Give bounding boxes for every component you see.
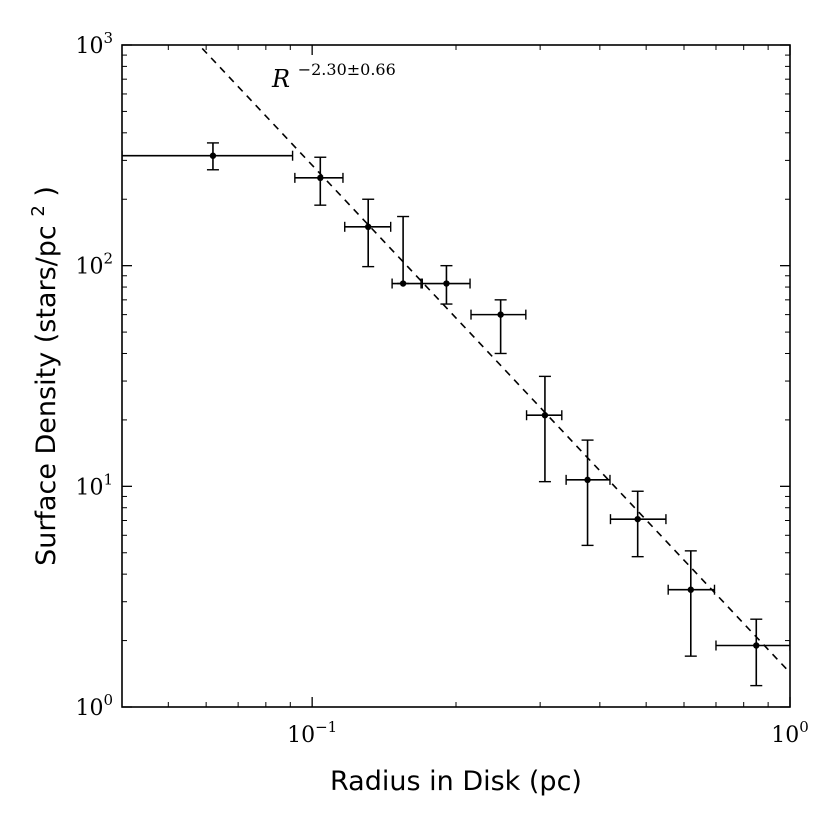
- y-tick-label-base: 10: [75, 696, 103, 721]
- x-tick-label-base: 10: [287, 723, 315, 748]
- y-axis-title-main: Surface Density (stars/pc: [31, 225, 62, 566]
- data-point-marker: [209, 152, 217, 159]
- data-point-marker: [634, 515, 641, 523]
- x-axis-title: Radius in Disk (pc): [330, 766, 582, 797]
- y-axis-title: Surface Density (stars/pc 2 ): [20, 186, 62, 566]
- data-point-group: [470, 299, 527, 355]
- data-point-marker: [584, 476, 591, 484]
- data-point-group: [667, 550, 716, 657]
- fit-annotation: R −2.30±0.66: [271, 60, 396, 93]
- y-tick-label-exp: 0: [103, 691, 113, 709]
- fit-layer: [197, 45, 790, 674]
- data-point-marker: [687, 586, 694, 593]
- data-point-group: [421, 264, 471, 305]
- x-tick-label-base: 10: [771, 723, 799, 748]
- data-point-group: [715, 618, 790, 687]
- y-axis-title-end: ): [31, 186, 62, 197]
- data-point-group: [525, 375, 563, 483]
- y-tick-label: 100: [75, 691, 113, 721]
- x-tick-label-exp: 0: [799, 718, 809, 736]
- y-tick-label-base: 10: [75, 34, 103, 59]
- data-point-marker: [399, 280, 407, 287]
- y-tick-label-exp: 2: [103, 250, 113, 268]
- data-point-marker: [541, 412, 549, 419]
- power-law-fit-line: [197, 45, 790, 674]
- x-tick-label: 10−1: [287, 718, 337, 748]
- y-tick-label-exp: 3: [103, 29, 113, 47]
- data-point-group: [391, 215, 422, 289]
- fit-annotation-exponent: −2.30±0.66: [298, 60, 396, 79]
- major-ticks: [122, 44, 791, 708]
- y-tick-label: 102: [75, 250, 113, 280]
- data-point-marker: [317, 174, 324, 182]
- y-tick-label-exp: 1: [103, 470, 113, 488]
- data-point-group: [344, 198, 392, 268]
- plot-frame: [121, 44, 791, 708]
- y-tick-label-base: 10: [75, 255, 103, 280]
- data-point-group: [122, 142, 294, 171]
- y-axis-title-sup: 2: [28, 205, 49, 216]
- y-tick-label-base: 10: [75, 475, 103, 500]
- data-point-marker: [753, 642, 760, 649]
- y-tick-label: 103: [75, 29, 113, 59]
- data-point-marker: [364, 223, 372, 231]
- y-tick-label: 101: [75, 470, 113, 500]
- data-point-marker: [443, 280, 450, 287]
- data-point-group: [294, 156, 344, 206]
- fit-annotation-base: R: [271, 65, 290, 93]
- data-points: [122, 142, 790, 687]
- x-tick-label: 100: [771, 718, 809, 748]
- x-tick-label-exp: −1: [315, 718, 337, 736]
- data-point-group: [609, 490, 667, 558]
- data-point-group: [565, 439, 611, 547]
- data-point-marker: [497, 311, 504, 318]
- minor-ticks: [122, 45, 790, 707]
